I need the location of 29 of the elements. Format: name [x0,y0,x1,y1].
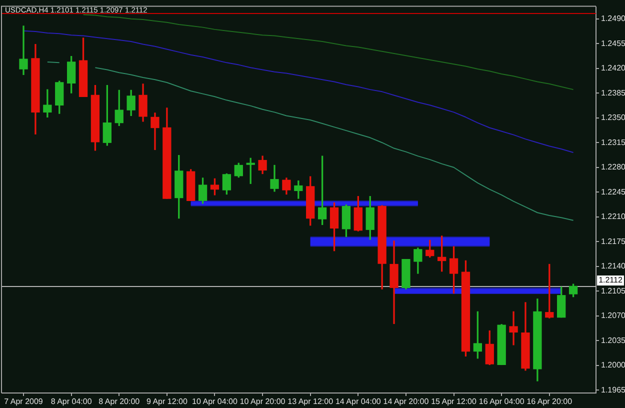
y-tick-label: 1.2175 [601,236,625,246]
y-tick-label: 1.2000 [601,360,625,370]
y-tick-label: 1.2280 [601,162,625,172]
x-tick-label: 8 Apr 04:00 [50,397,92,406]
y-tick-label: 1.2140 [601,262,625,271]
x-tick-label: 16 Apr 20:00 [526,397,573,406]
x-tick-label: 16 Apr 04:00 [478,397,525,406]
x-tick-label: 14 Apr 04:00 [335,397,382,406]
y-tick-label: 1.2315 [601,138,625,147]
x-tick-label: 14 Apr 20:00 [383,397,430,406]
x-tick-label: 13 Apr 12:00 [288,397,334,406]
x-tick-label: 15 Apr 12:00 [431,397,478,406]
x-tick-label: 7 Apr 2009 [4,397,44,406]
ref-line-label: 1.2112 [598,276,623,285]
x-tick-label: 9 Apr 12:00 [146,397,188,406]
y-tick-label: 1.2245 [601,187,625,196]
x-tick-label: 10 Apr 04:00 [192,397,238,406]
y-tick-label: 1.2035 [601,336,625,345]
y-tick-label: 1.2490 [601,14,625,24]
y-tick-label: 1.2070 [601,311,625,320]
x-tick-label: 8 Apr 20:00 [98,397,140,406]
y-tick-label: 1.2105 [601,286,625,296]
y-tick-label: 1.1965 [601,385,625,394]
x-tick-label: 10 Apr 20:00 [240,397,286,406]
y-tick-label: 1.2210 [601,212,625,222]
y-tick-label: 1.2455 [601,38,625,48]
y-tick-label: 1.2420 [601,64,625,73]
y-tick-label: 1.2385 [601,88,625,98]
y-tick-label: 1.2350 [601,113,625,122]
